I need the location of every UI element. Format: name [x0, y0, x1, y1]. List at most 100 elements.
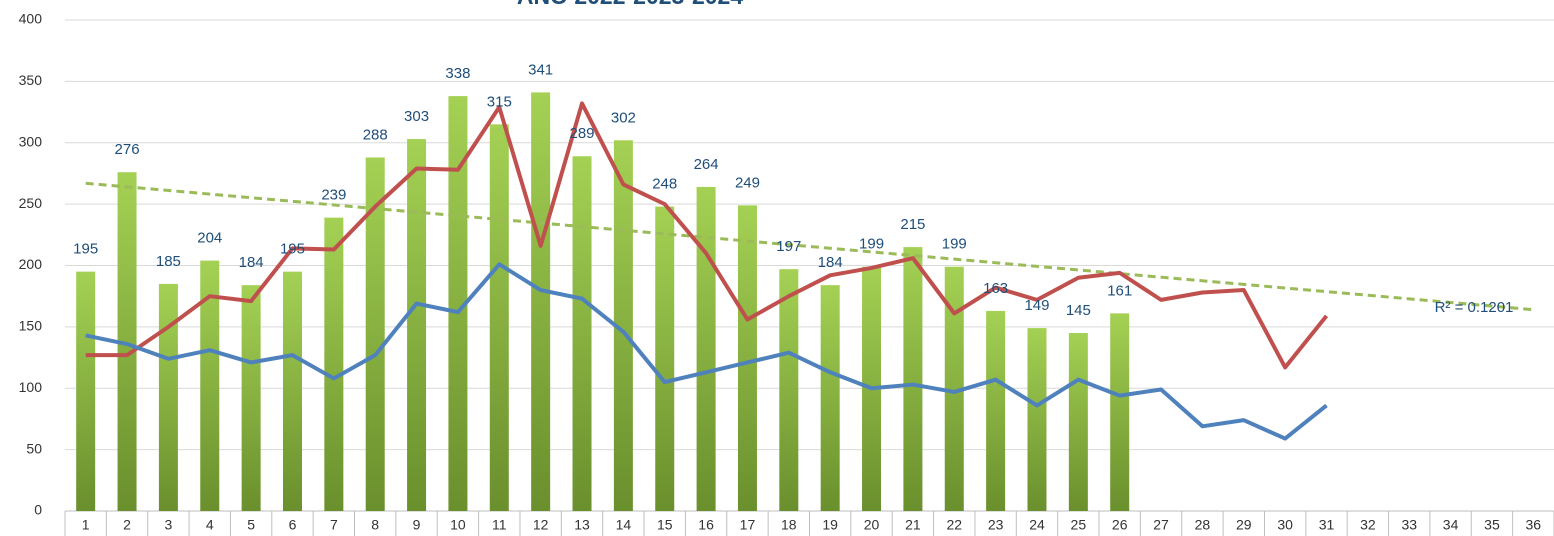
data-label: 199: [942, 236, 967, 253]
x-tick-label: 16: [698, 517, 714, 533]
x-tick-label: 29: [1236, 517, 1252, 533]
x-tick-label: 1: [82, 517, 90, 533]
bar: [655, 206, 675, 511]
x-tick-label: 14: [616, 517, 632, 533]
x-tick-label: 24: [1029, 517, 1045, 533]
bar: [1068, 333, 1088, 511]
x-tick-label: 17: [740, 517, 756, 533]
y-tick-label: 100: [19, 379, 43, 395]
data-label: 338: [445, 65, 470, 82]
y-tick-label: 0: [34, 502, 42, 518]
y-tick-label: 300: [19, 133, 43, 149]
data-label: 184: [818, 254, 843, 271]
data-label: 195: [73, 241, 98, 258]
bar: [903, 247, 923, 511]
data-label: 149: [1024, 297, 1049, 314]
y-tick-label: 250: [19, 195, 43, 211]
x-tick-label: 7: [330, 517, 338, 533]
x-tick-label: 31: [1319, 517, 1335, 533]
data-label: 248: [652, 176, 677, 193]
data-label: 264: [694, 156, 719, 173]
bar: [820, 285, 840, 511]
bar: [613, 140, 633, 512]
data-label: 239: [321, 187, 346, 204]
data-label: 161: [1107, 282, 1132, 299]
bar: [737, 205, 757, 512]
x-tick-label: 28: [1195, 517, 1211, 533]
line-series: [85, 101, 1329, 370]
trendline-label: R² = 0.1201: [1435, 299, 1514, 316]
bar: [158, 283, 178, 511]
x-tick-label: 5: [247, 517, 255, 533]
x-tick-label: 33: [1401, 517, 1417, 533]
bar: [241, 285, 261, 511]
x-tick-label: 19: [822, 517, 838, 533]
bar: [282, 271, 302, 511]
x-tick-label: 11: [492, 517, 507, 533]
data-label: 276: [115, 141, 140, 158]
x-tick-label: 35: [1484, 517, 1500, 533]
bar: [407, 139, 427, 511]
bar: [1110, 313, 1130, 511]
bar: [200, 260, 220, 511]
data-label: 197: [776, 238, 801, 255]
x-tick-label: 9: [413, 517, 421, 533]
data-label: 315: [487, 93, 512, 110]
data-label: 215: [900, 216, 925, 233]
x-tick-label: 34: [1443, 517, 1459, 533]
x-tick-label: 21: [905, 517, 921, 533]
x-tick-label: 22: [946, 517, 962, 533]
x-tick-label: 27: [1153, 517, 1169, 533]
data-label: 289: [569, 125, 594, 142]
bar: [986, 310, 1006, 511]
data-label: 163: [983, 280, 1008, 297]
data-label: 303: [404, 108, 429, 125]
data-label: 288: [363, 126, 388, 143]
x-tick-label: 8: [371, 517, 379, 533]
data-label: 185: [156, 253, 181, 270]
trendline: [85, 181, 1534, 312]
x-tick-label: 30: [1277, 517, 1293, 533]
x-tick-label: 10: [450, 517, 466, 533]
bar: [531, 92, 551, 512]
x-tick-label: 4: [206, 517, 214, 533]
y-tick-label: 400: [19, 11, 43, 27]
bar: [572, 156, 592, 511]
x-tick-label: 12: [533, 517, 549, 533]
data-label: 145: [1066, 302, 1091, 319]
x-tick-label: 2: [123, 517, 131, 533]
x-tick-label: 3: [165, 517, 173, 533]
data-label: 199: [859, 236, 884, 253]
y-tick-label: 150: [19, 318, 43, 334]
bar: [696, 186, 716, 511]
bar: [944, 266, 964, 511]
y-tick-label: 50: [26, 440, 42, 456]
data-label: 341: [528, 61, 553, 78]
chart-title: ANO 2022-2023-2024: [517, 0, 744, 9]
data-label: 302: [611, 109, 636, 126]
data-label: 249: [735, 174, 760, 191]
bar: [779, 269, 799, 511]
x-tick-label: 13: [574, 517, 590, 533]
x-tick-label: 25: [1071, 517, 1087, 533]
data-label: 195: [280, 241, 305, 258]
x-tick-label: 26: [1112, 517, 1128, 533]
x-tick-label: 32: [1360, 517, 1376, 533]
data-label: 204: [197, 230, 222, 247]
y-tick-label: 200: [19, 256, 43, 272]
bar: [365, 157, 385, 512]
bar: [324, 217, 344, 511]
x-tick-label: 36: [1526, 517, 1542, 533]
bar: [448, 96, 468, 511]
x-tick-label: 20: [864, 517, 880, 533]
y-tick-label: 350: [19, 72, 43, 88]
x-tick-label: 6: [289, 517, 297, 533]
x-tick-label: 15: [657, 517, 673, 533]
bar: [117, 172, 137, 511]
bar: [76, 271, 96, 511]
x-tick-label: 18: [781, 517, 797, 533]
x-tick-label: 23: [988, 517, 1004, 533]
data-label: 184: [239, 254, 264, 271]
bar: [1027, 328, 1047, 511]
